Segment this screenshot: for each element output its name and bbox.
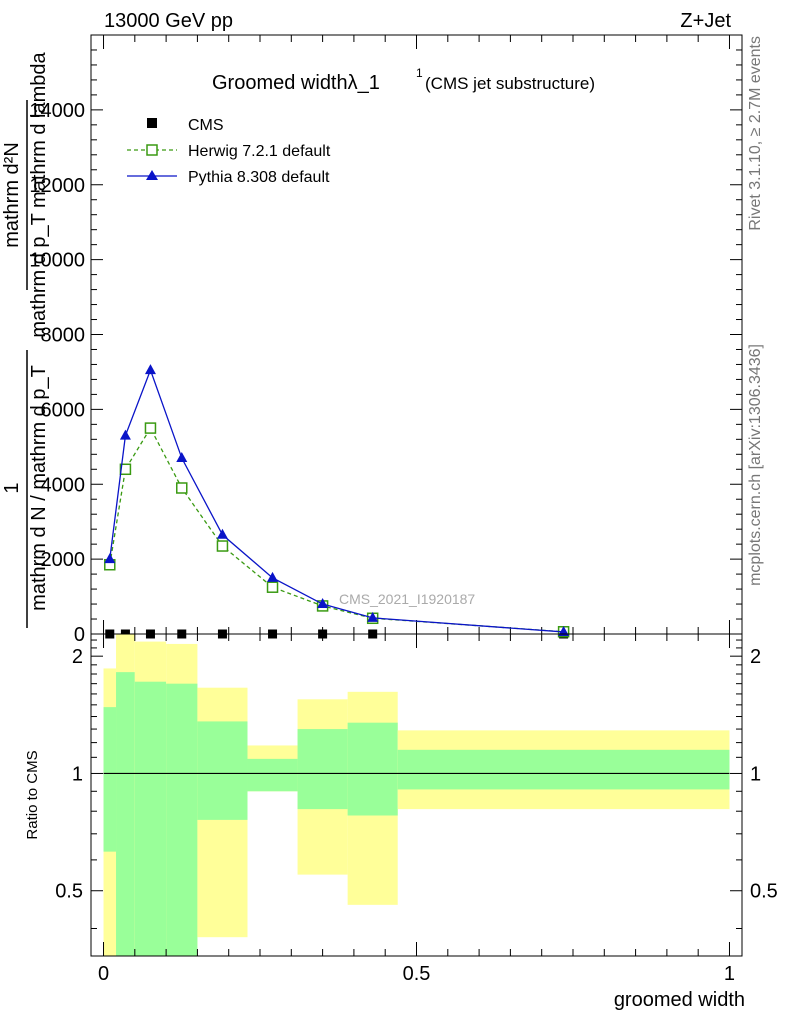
xtick-label: 0 xyxy=(98,963,109,985)
ratio-stat-band xyxy=(134,681,167,956)
ratio-ticks: 0.5 0.5 1 1 2 2 0 0.5 1 xyxy=(55,634,778,985)
main-ytick-label: 8000 xyxy=(41,325,86,347)
ratio-ytick-label-right: 0.5 xyxy=(750,881,778,903)
main-ytick-label: 6000 xyxy=(41,399,86,421)
rivet-label: Rivet 3.1.10, ≥ 2.7M events xyxy=(747,36,764,231)
legend-pythia-label: Pythia 8.308 default xyxy=(188,169,330,186)
legend-entry-herwig: Herwig 7.2.1 default xyxy=(127,143,331,160)
ratio-ytick-label: 0.5 xyxy=(55,881,83,903)
main-y-ticks: 0 2000 4000 6000 8000 10000 12000 14000 xyxy=(29,35,742,646)
ratio-ytick-label: 1 xyxy=(72,763,83,785)
ratio-ylabel: Ratio to CMS xyxy=(24,750,41,839)
herwig-point xyxy=(176,482,188,494)
main-ytick-label: 4000 xyxy=(41,474,86,496)
legend-herwig-marker xyxy=(146,144,158,156)
main-ytick-label: 10000 xyxy=(29,250,85,272)
ratio-stat-band xyxy=(103,707,117,852)
pythia-point xyxy=(144,364,156,375)
ratio-stat-band xyxy=(397,749,730,790)
main-ylabel: mathrm d²N mathrm d p_T mathrm d lambda … xyxy=(1,51,50,628)
legend-herwig-label: Herwig 7.2.1 default xyxy=(188,143,331,160)
energy-label: 13000 GeV pp xyxy=(104,10,233,32)
analysis-label: CMS_2021_I1920187 xyxy=(339,591,475,607)
main-panel: 0 2000 4000 6000 8000 10000 12000 14000 Groomed… xyxy=(1,34,743,646)
ratio-stat-band xyxy=(116,672,135,956)
main-ytick-label: 2000 xyxy=(41,549,86,571)
ratio-panel: 0.5 0.5 1 1 2 2 0 0.5 1 Ratio to CMS groomed wid… xyxy=(24,633,778,1011)
main-title-superscript: 1 xyxy=(416,66,423,80)
pythia-point xyxy=(176,452,188,463)
main-ytick-label: 0 xyxy=(74,624,85,646)
ratio-ytick-label-right: 2 xyxy=(750,646,761,668)
legend-entry-pythia: Pythia 8.308 default xyxy=(127,169,330,186)
herwig-point xyxy=(119,463,132,476)
process-label: Z+Jet xyxy=(680,10,731,32)
series-line-pythia xyxy=(109,368,564,633)
ratio-bands-layer xyxy=(103,634,730,956)
ratio-stat-band xyxy=(166,683,198,956)
ylabel-prefactor: 1 xyxy=(1,482,23,493)
xaxis-label: groomed width xyxy=(614,989,745,1011)
xtick-label: 0.5 xyxy=(403,963,431,985)
herwig-point xyxy=(144,422,157,434)
ratio-stat-band xyxy=(347,722,398,816)
pythia-point xyxy=(558,625,570,636)
pythia-point xyxy=(119,429,131,440)
herwig-point xyxy=(216,540,229,552)
ratio-stat-band xyxy=(247,758,298,792)
main-title-subtitle: (CMS jet substructure) xyxy=(425,74,595,93)
legend-cms-marker xyxy=(147,118,157,128)
ylabel-denominator: mathrm d p_T mathrm d lambda xyxy=(28,51,50,337)
ylabel-prefactor-denominator: mathrm d N / mathrm d p_T xyxy=(28,365,50,611)
main-series-layer xyxy=(104,364,570,639)
pythia-point xyxy=(216,528,228,539)
legend: CMS Herwig 7.2.1 default Pythia 8.308 de… xyxy=(127,117,331,186)
main-ytick-label: 14000 xyxy=(29,100,85,122)
main-ytick-label: 12000 xyxy=(29,175,85,197)
pythia-point xyxy=(367,611,379,622)
main-title: Groomed widthλ_1 xyxy=(212,72,380,94)
ratio-ytick-label: 2 xyxy=(72,646,83,668)
ylabel-numerator: mathrm d²N xyxy=(1,142,23,248)
xtick-label: 1 xyxy=(724,963,735,985)
herwig-point xyxy=(266,581,279,593)
legend-cms-label: CMS xyxy=(188,117,224,134)
ratio-ytick-label-right: 1 xyxy=(750,763,761,785)
ratio-stat-band xyxy=(297,729,348,810)
legend-entry-cms: CMS xyxy=(147,117,224,134)
series-line-herwig xyxy=(109,426,564,633)
pythia-point xyxy=(104,553,116,564)
pythia-point xyxy=(267,571,279,582)
pythia-point xyxy=(317,598,329,609)
mcplots-label: mcplots.cern.ch [arXiv:1306.3436] xyxy=(747,344,764,586)
ratio-stat-band xyxy=(197,721,248,820)
legend-pythia-marker xyxy=(146,170,158,180)
